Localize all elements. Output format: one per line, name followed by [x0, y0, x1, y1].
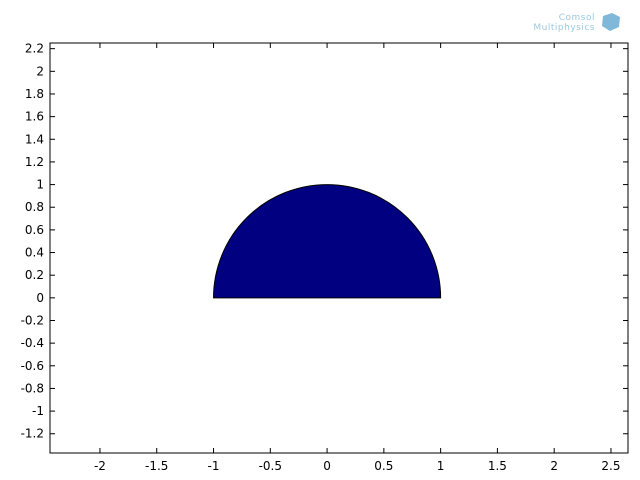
half-disk-domain[interactable]	[213, 184, 442, 299]
x-axis: -2 -1.5 -1 -0.5 0 0.5 1 1.5 2 2.5	[94, 43, 621, 473]
shapes-layer	[213, 184, 442, 299]
y-tick-label: -0.6	[21, 359, 44, 373]
comsol-logo: Comsol Multiphysics	[533, 13, 620, 33]
y-tick-label: 0.2	[25, 268, 44, 282]
y-tick-label: 1.2	[25, 155, 44, 169]
y-tick-label: 1.8	[25, 87, 44, 101]
x-tick-label: -2	[94, 459, 106, 473]
y-axis: -1.2 -1 -0.8 -0.6 -0.4 -0.2 0 0.2 0.4 0.6 0.8 1 1.2 1…	[21, 42, 628, 441]
logo-line1: Comsol	[559, 13, 595, 23]
x-tick-label: -1.5	[145, 459, 168, 473]
x-tick-label: 1	[437, 459, 445, 473]
y-tick-label: 0.8	[25, 200, 44, 214]
y-tick-label: -0.4	[21, 336, 44, 350]
y-tick-label: 2.2	[25, 42, 44, 56]
x-tick-label: 1.5	[488, 459, 507, 473]
y-tick-label: 0.6	[25, 223, 44, 237]
y-tick-label: 2	[36, 64, 44, 78]
y-tick-label: -1.2	[21, 427, 44, 441]
x-tick-label: 0	[323, 459, 331, 473]
plot-frame	[49, 42, 629, 454]
y-tick-label: -0.8	[21, 381, 44, 395]
logo-cube-icon	[602, 13, 620, 31]
x-tick-label: -0.5	[259, 459, 282, 473]
x-tick-label: -1	[208, 459, 220, 473]
x-tick-label: 0.5	[374, 459, 393, 473]
x-tick-label: 2	[550, 459, 558, 473]
y-tick-label: 1.4	[25, 132, 44, 146]
y-tick-label: 0	[36, 291, 44, 305]
y-tick-label: 1	[36, 178, 44, 192]
y-tick-label: -1	[32, 404, 44, 418]
y-tick-label: -0.2	[21, 313, 44, 327]
y-tick-label: 1.6	[25, 110, 44, 124]
logo-line2: Multiphysics	[533, 23, 595, 33]
x-tick-label: 2.5	[601, 459, 620, 473]
y-tick-label: 0.4	[25, 246, 44, 260]
